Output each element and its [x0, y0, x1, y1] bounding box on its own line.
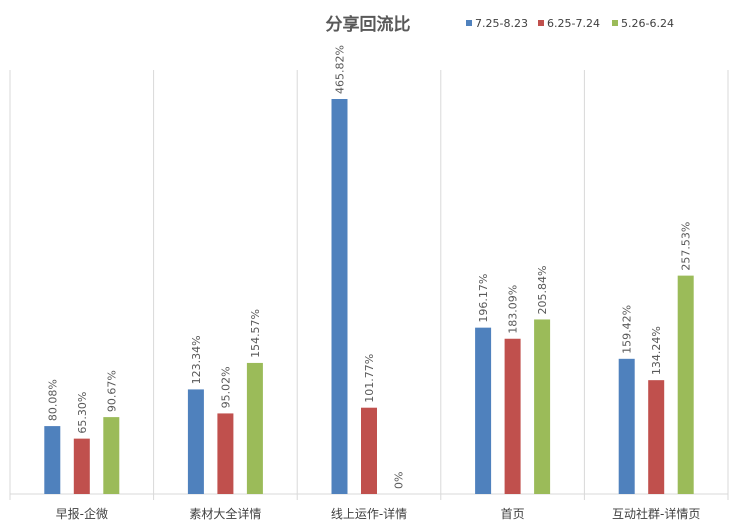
legend-swatch-1 [466, 20, 472, 26]
value-label: 0% [393, 472, 406, 489]
bar-series3-cat4 [534, 319, 551, 494]
bar-series3-cat2 [246, 362, 263, 494]
value-labels: 80.08% 65.30% 90.67% 123.34% 95.02% 154.57% 46… [46, 45, 692, 489]
legend-label-2: 6.25-7.24 [547, 17, 600, 30]
bar-series2-cat3 [361, 407, 377, 494]
legend-swatch-2 [538, 20, 544, 26]
value-label: 80.08% [46, 379, 59, 421]
value-label: 101.77% [363, 354, 376, 403]
bar-series1-cat2 [187, 389, 204, 494]
bar-series3-cat5 [677, 275, 694, 494]
bar-series1-cat3 [331, 99, 348, 494]
bar-series3-cat1 [103, 417, 120, 494]
bar-series1-cat5 [618, 358, 635, 494]
legend: 7.25-8.23 6.25-7.24 5.26-6.24 [466, 17, 674, 30]
bar-series2-cat4 [504, 338, 521, 494]
bar-series2-cat1 [73, 438, 90, 494]
value-label: 257.53% [680, 222, 693, 271]
value-label: 90.67% [105, 370, 118, 412]
x-tick-label: 线上运作-详情 [331, 506, 407, 521]
value-label: 205.84% [536, 266, 549, 315]
bar-series1-cat1 [44, 426, 61, 494]
x-axis: 早报-企微 素材大全详情 线上运作-详情 首页 互动社群-详情页 [56, 506, 701, 521]
bar-series2-cat5 [648, 380, 665, 494]
value-label: 465.82% [334, 45, 347, 94]
value-label: 154.57% [249, 309, 262, 358]
x-tick-label: 早报-企微 [56, 506, 108, 521]
legend-label-1: 7.25-8.23 [475, 17, 528, 30]
x-tick-label: 素材大全详情 [189, 506, 261, 521]
value-label: 123.34% [190, 335, 203, 384]
bar-series1-cat4 [475, 327, 492, 494]
value-label: 196.17% [477, 274, 490, 323]
bars [44, 99, 694, 494]
legend-swatch-3 [612, 20, 618, 26]
value-label: 159.42% [621, 305, 634, 354]
value-label: 134.24% [650, 326, 663, 375]
value-label: 95.02% [219, 366, 232, 408]
x-tick-label: 互动社群-详情页 [612, 506, 700, 521]
value-label: 65.30% [76, 392, 89, 434]
value-label: 183.09% [507, 285, 520, 334]
chart-title: 分享回流比 [326, 14, 411, 35]
x-tick-label: 首页 [501, 507, 525, 521]
legend-label-3: 5.26-6.24 [621, 17, 674, 30]
bar-series2-cat2 [217, 413, 234, 494]
